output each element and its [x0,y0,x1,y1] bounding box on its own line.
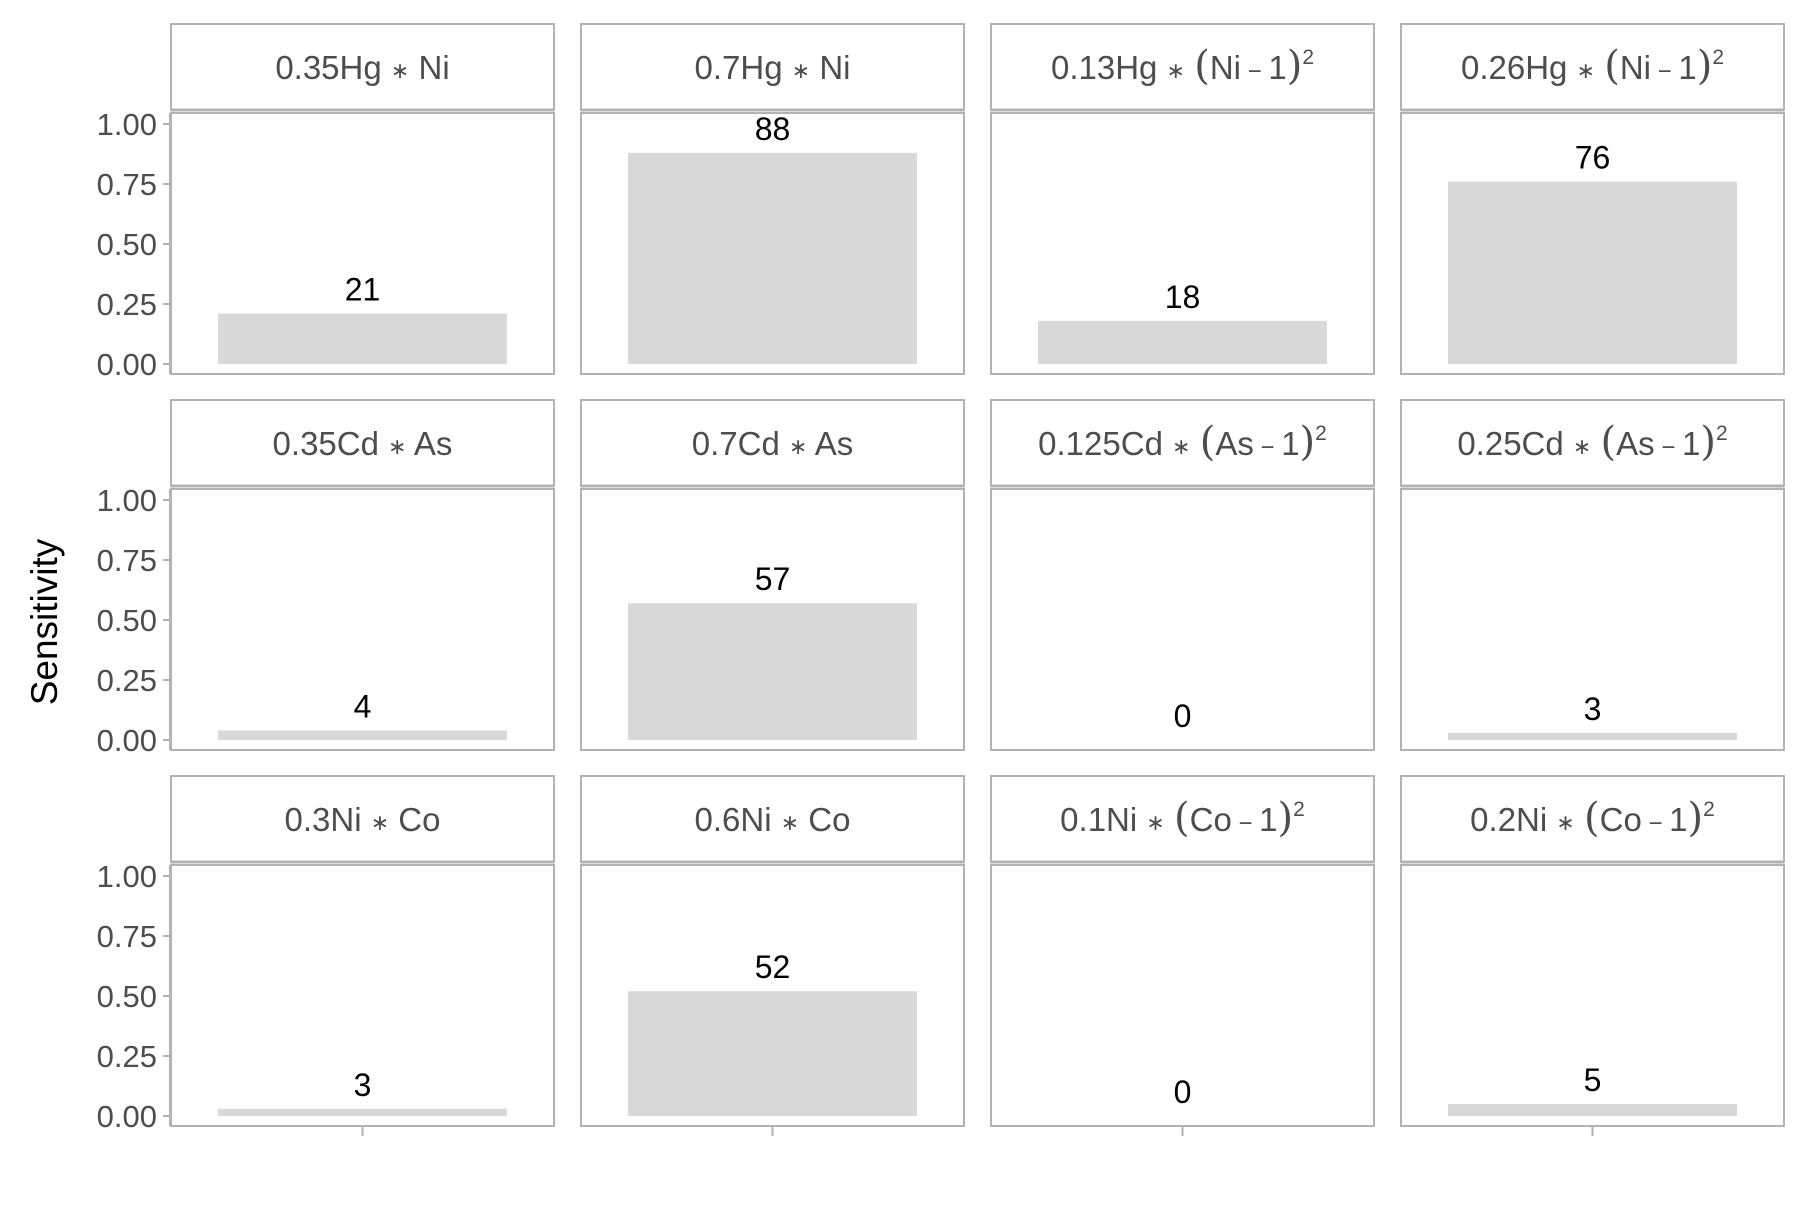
bar [628,603,917,740]
y-tick-label: 0.25 [97,1039,157,1074]
y-tick-label: 0.00 [97,723,157,758]
bar-value-label: 3 [354,1067,372,1103]
bar-value-label: 5 [1584,1062,1602,1098]
bar [218,730,507,740]
bar [1448,1104,1737,1116]
y-tick-label: 1.00 [97,483,157,518]
facet-title: 0.125Cd ∗ (As − 1)2 [1038,419,1327,465]
facet-strip [170,23,555,111]
facet-strip [1400,399,1785,487]
facet-panel [990,864,1375,1127]
facet-strip [990,399,1375,487]
facet-strip [1400,775,1785,863]
facet-panel [170,864,555,1127]
facet-title: 0.25Cd ∗ (As − 1)2 [1457,419,1727,465]
facet-title: 0.35Hg ∗ Ni [275,49,449,86]
facet-title: 0.6Ni ∗ Co [694,801,850,838]
facet-title: 0.35Cd ∗ As [273,425,453,462]
y-tick-label: 0.00 [97,347,157,382]
bar-value-label: 4 [354,688,372,724]
facet-strip [990,775,1375,863]
y-tick-label: 0.25 [97,663,157,698]
bar-value-label: 0 [1174,698,1192,734]
y-tick-label: 0.50 [97,227,157,262]
y-tick-label: 0.00 [97,1099,157,1134]
facet-strip [170,399,555,487]
facet-strip [170,775,555,863]
y-tick-label: 0.25 [97,287,157,322]
facet-title: 0.7Cd ∗ As [692,425,854,462]
facet-panel [990,488,1375,751]
y-tick-label: 0.75 [97,919,157,954]
facet-strip [580,399,965,487]
bar [1038,320,1327,364]
facet-panel [1400,488,1785,751]
y-tick-label: 1.00 [97,107,157,142]
bar-value-label: 88 [755,111,791,147]
bar-value-label: 18 [1165,279,1201,315]
bar [1448,181,1737,364]
facet-title: 0.26Hg ∗ (Ni − 1)2 [1461,43,1724,89]
y-tick-label: 0.75 [97,543,157,578]
bar [628,152,917,364]
bar [1448,732,1737,740]
facet-panel [1400,864,1785,1127]
bar-value-label: 0 [1174,1074,1192,1110]
facet-strip [1400,23,1785,111]
bar [628,991,917,1116]
y-tick-label: 0.50 [97,979,157,1014]
y-tick-label: 0.50 [97,603,157,638]
bar-value-label: 57 [755,561,791,597]
facet-strip [990,23,1375,111]
bar [218,1108,507,1116]
bar-value-label: 76 [1575,140,1611,176]
facet-title: 0.7Hg ∗ Ni [694,49,850,86]
y-tick-label: 1.00 [97,859,157,894]
facet-title: 0.1Ni ∗ (Co − 1)2 [1060,795,1305,841]
facet-title: 0.2Ni ∗ (Co − 1)2 [1470,795,1715,841]
y-axis-label: Sensitivity [24,538,65,705]
y-tick-label: 0.75 [97,167,157,202]
bar-value-label: 21 [345,272,381,308]
facet-panel [170,488,555,751]
bar-value-label: 3 [1584,691,1602,727]
bar-value-label: 52 [755,949,791,985]
facet-strip [580,23,965,111]
facet-title: 0.13Hg ∗ (Ni − 1)2 [1051,43,1314,89]
bar [218,313,507,364]
facet-title: 0.3Ni ∗ Co [284,801,440,838]
